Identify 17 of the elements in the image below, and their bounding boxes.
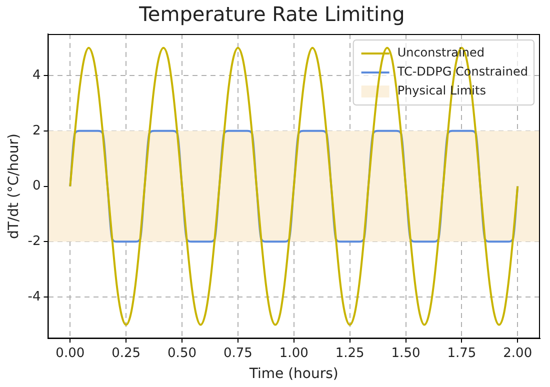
- x-tick-label: 0.00: [56, 346, 85, 361]
- y-tick-label: -2: [28, 234, 41, 250]
- x-tick-label: 2.00: [503, 346, 532, 361]
- y-tick-label: -4: [28, 289, 41, 304]
- x-tick-label: 1.25: [335, 346, 364, 361]
- x-tick-label: 0.25: [112, 346, 141, 361]
- y-tick-label: 0: [32, 178, 41, 194]
- x-tick-label: 0.50: [168, 346, 196, 361]
- y-tick-label: 4: [32, 68, 41, 83]
- x-tick-label: 1.50: [391, 346, 420, 361]
- y-axis-title: dT/dt (°C/hour): [6, 134, 22, 240]
- x-tick-label: 1.75: [447, 346, 476, 361]
- x-tick-label: 1.00: [279, 346, 308, 361]
- y-tick-label: 2: [32, 123, 41, 138]
- chart-title: Temperature Rate Limiting: [138, 2, 405, 26]
- x-tick-label: 0.75: [223, 346, 252, 361]
- x-axis-title: Time (hours): [248, 366, 338, 382]
